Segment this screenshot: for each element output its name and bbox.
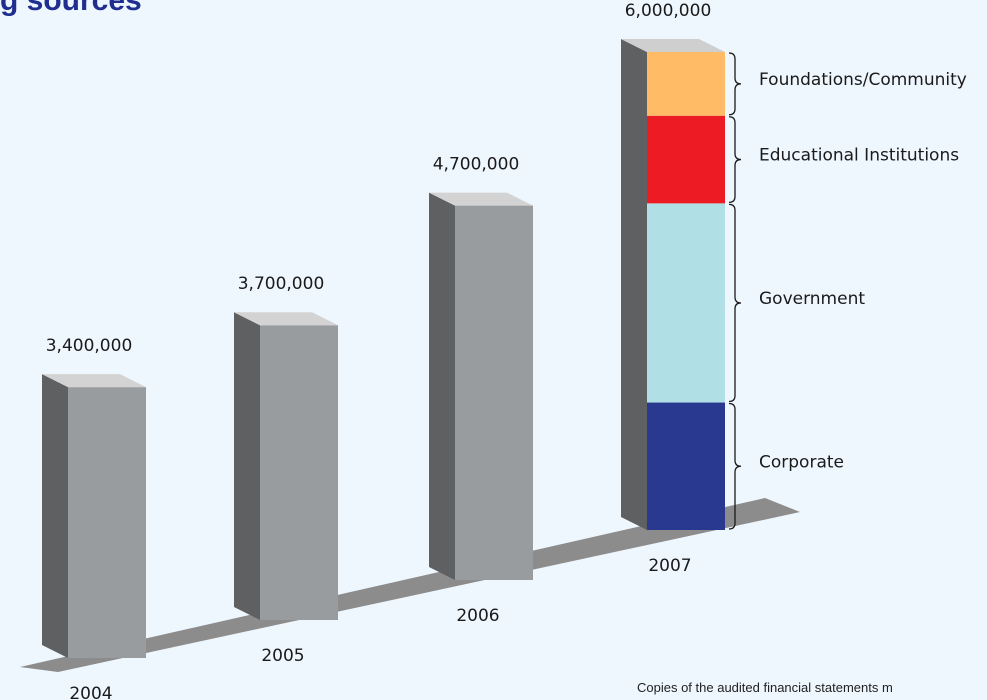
bar-front [260,325,338,620]
bar-2004 [42,374,146,658]
category-label-2004: 2004 [69,684,112,700]
bar-2007 [621,39,725,530]
brace-government [728,203,742,403]
category-label-2005: 2005 [261,646,304,666]
category-label-2006: 2006 [456,606,499,626]
brace-corporate [728,402,742,530]
bar-side [621,39,647,530]
bar-top [42,374,146,388]
bar-top [621,39,725,52]
bar-side [42,374,68,658]
footnote: Copies of the audited financial statemen… [637,680,893,695]
bar-side [429,192,455,581]
chart-title: g sources [0,0,142,17]
floor-strip [20,498,800,672]
segment-corporate [647,402,725,530]
value-label-2004: 3,400,000 [46,336,133,356]
labels-group: 3,400,000 2004 3,700,000 2005 4,700,000 2006 6… [46,1,967,700]
chart-floor [20,498,800,672]
bar-top [234,312,338,326]
segment-government [647,203,725,403]
bar-2005 [234,312,338,620]
legend-label-educational-institutions: Educational Institutions [759,146,959,166]
value-label-2007: 6,000,000 [625,1,712,21]
bar-front [68,387,146,658]
brace-educational-institutions [728,116,742,204]
value-label-2006: 4,700,000 [433,155,520,175]
bars-group [42,39,725,658]
brace-foundations-community [728,52,742,116]
segment-educational-institutions [647,115,725,204]
legend-label-corporate: Corporate [759,452,844,472]
bar-top [429,192,533,206]
value-label-2005: 3,700,000 [238,274,325,294]
category-label-2007: 2007 [648,556,691,576]
bar-front [455,205,533,581]
legend-label-foundations-community: Foundations/Community [759,70,967,90]
legend-label-government: Government [759,289,865,309]
segment-foundations-community [647,52,725,116]
bar-2006 [429,192,533,581]
bar-side [234,312,260,620]
